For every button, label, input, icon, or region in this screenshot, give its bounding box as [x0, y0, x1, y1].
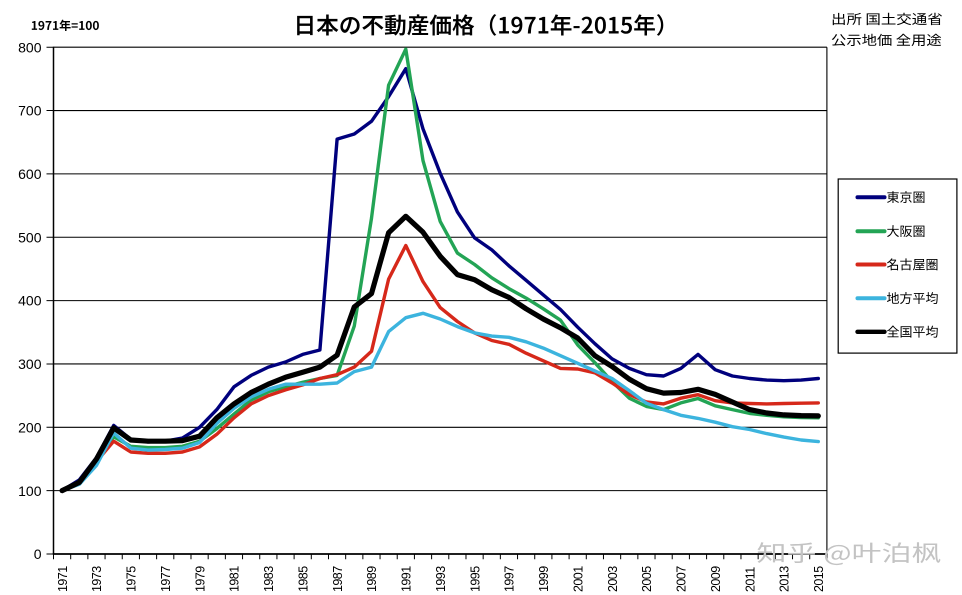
svg-text:1991: 1991	[400, 566, 414, 592]
svg-text:600: 600	[18, 166, 42, 182]
svg-text:1977: 1977	[159, 566, 173, 592]
svg-text:2001: 2001	[571, 566, 585, 592]
svg-text:1981: 1981	[228, 566, 242, 592]
svg-text:2005: 2005	[640, 566, 654, 592]
svg-text:1975: 1975	[125, 566, 139, 592]
svg-text:2011: 2011	[743, 567, 757, 592]
svg-text:0: 0	[34, 546, 42, 562]
svg-text:700: 700	[18, 103, 42, 119]
svg-text:100: 100	[18, 483, 42, 499]
svg-text:200: 200	[18, 419, 42, 435]
svg-text:1995: 1995	[468, 566, 482, 592]
svg-text:1985: 1985	[296, 566, 310, 592]
svg-text:300: 300	[18, 356, 42, 372]
svg-text:1983: 1983	[262, 566, 276, 592]
svg-text:1999: 1999	[537, 566, 551, 592]
svg-text:1987: 1987	[331, 566, 345, 592]
svg-text:2007: 2007	[675, 566, 689, 592]
svg-text:1989: 1989	[365, 566, 379, 592]
svg-text:1979: 1979	[193, 566, 207, 592]
svg-text:500: 500	[18, 229, 42, 245]
svg-text:400: 400	[18, 293, 42, 309]
svg-text:1993: 1993	[434, 566, 448, 592]
svg-text:800: 800	[18, 39, 42, 55]
svg-text:2015: 2015	[812, 566, 826, 592]
svg-text:1971: 1971	[56, 566, 70, 592]
svg-text:2009: 2009	[709, 566, 723, 592]
svg-text:2003: 2003	[606, 566, 620, 592]
svg-text:2013: 2013	[778, 566, 792, 592]
svg-text:1973: 1973	[90, 566, 104, 592]
svg-text:1997: 1997	[503, 566, 517, 592]
